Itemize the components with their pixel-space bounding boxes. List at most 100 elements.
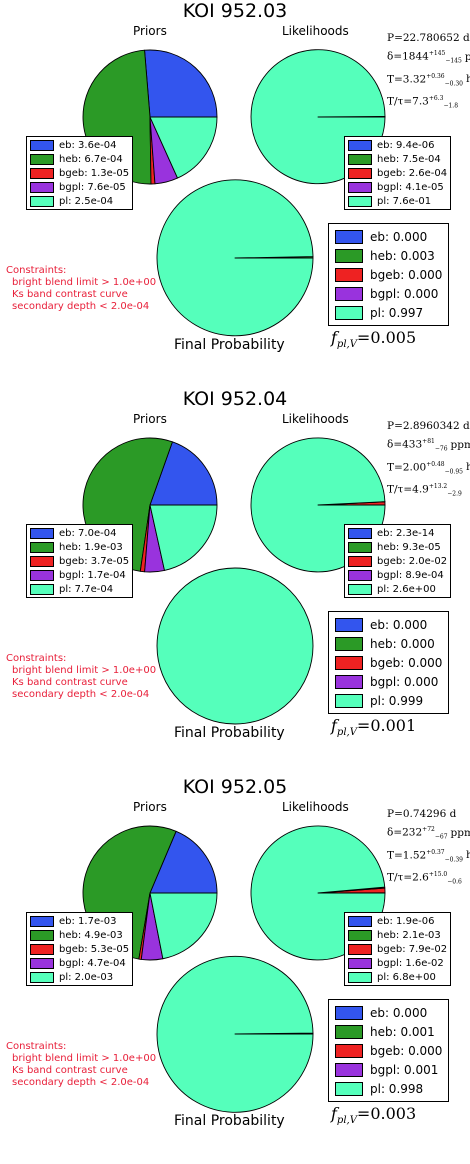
transit-parameters: P=0.74296 d δ=232+72−67 ppm T=1.52+0.37−0.3… <box>387 807 470 890</box>
legend-swatch-pl <box>348 971 372 983</box>
legend-swatch-eb <box>348 915 372 927</box>
legend-item-pl: pl: 2.5e-04 <box>30 194 129 208</box>
legend-swatch-bgpl <box>348 957 372 969</box>
legend-label-bgpl: bgpl: 8.9e-04 <box>377 569 444 581</box>
legend-label-pl: pl: 2.0e-03 <box>59 971 114 983</box>
parameter-line: δ=232+72−67 ppm <box>387 822 470 845</box>
transit-parameters: P=2.8960342 d δ=433+81−76 ppm T=2.00+0.48−0… <box>387 419 470 502</box>
fpl-subscript: pl,V <box>336 1115 357 1127</box>
shape-ratio-value: T/τ=2.6 <box>387 871 429 884</box>
fpl-symbol: f <box>331 1104 337 1123</box>
legend-item-bgpl: bgpl: 0.000 <box>335 672 442 691</box>
legend-swatch-heb <box>30 541 54 553</box>
shape-ratio-upper-error: +15.0 <box>428 871 448 879</box>
shape-ratio-value: T/τ=7.3 <box>387 95 429 108</box>
legend-swatch-bgpl <box>335 1062 363 1077</box>
legend-item-bgpl: bgpl: 1.6e-02 <box>348 956 447 970</box>
depth-upper-error: +81 <box>422 438 435 445</box>
legend-swatch-pl <box>335 305 363 320</box>
fpl-symbol: f <box>331 328 337 347</box>
constraints-note: Constraints: bright blend limit > 1.0e+00… <box>6 265 156 313</box>
legend-label-bgeb: bgeb: 0.000 <box>370 267 443 282</box>
constraints-heading: Constraints: <box>6 265 67 276</box>
likelihoods-label: Likelihoods <box>282 24 349 38</box>
likelihoods-label: Likelihoods <box>282 412 349 426</box>
legend-swatch-heb <box>335 1024 363 1039</box>
depth-upper-error: +145 <box>428 50 446 57</box>
final-slice-pl <box>156 955 314 1113</box>
legend-label-heb: heb: 9.3e-05 <box>377 541 441 553</box>
fpl-symbol: f <box>331 716 337 735</box>
panel-title: KOI 952.05 <box>182 776 288 798</box>
parameter-line: T=1.52+0.37−0.39 h <box>387 845 470 868</box>
fpl-value: fpl,V=0.001 <box>331 716 416 738</box>
legend-label-pl: pl: 7.7e-04 <box>59 583 114 595</box>
legend-label-heb: heb: 4.9e-03 <box>59 929 123 941</box>
legend-label-bgeb: bgeb: 2.0e-02 <box>377 555 448 567</box>
legend-label-bgeb: bgeb: 5.3e-05 <box>59 943 130 955</box>
legend-item-pl: pl: 2.6e+00 <box>348 582 447 596</box>
legend-swatch-bgeb <box>335 1043 363 1058</box>
legend-item-eb: eb: 7.0e-04 <box>30 526 129 540</box>
shape-ratio-value: T/τ=4.9 <box>387 483 429 496</box>
legend-swatch-eb <box>30 527 54 539</box>
legend-label-eb: eb: 1.9e-06 <box>377 915 435 927</box>
parameter-line: T/τ=2.6+15.0−0.6 <box>387 867 470 890</box>
legend-swatch-heb <box>348 929 372 941</box>
legend-item-heb: heb: 0.003 <box>335 246 442 265</box>
duration-upper-error: +0.36 <box>426 72 445 80</box>
legend-swatch-bgeb <box>348 943 372 955</box>
legend-swatch-bgpl <box>335 674 363 689</box>
legend-item-bgeb: bgeb: 2.6e-04 <box>348 166 447 180</box>
legend-item-bgpl: bgpl: 0.001 <box>335 1060 442 1079</box>
legend-item-bgpl: bgpl: 4.1e-05 <box>348 180 447 194</box>
legend-label-eb: eb: 2.3e-14 <box>377 527 435 539</box>
legend-item-pl: pl: 0.999 <box>335 691 442 710</box>
duration-unit: h <box>465 73 470 86</box>
duration-unit: h <box>465 849 470 862</box>
legend-item-heb: heb: 0.001 <box>335 1022 442 1041</box>
constraint-item: bright blend limit > 1.0e+00 <box>12 1053 157 1064</box>
legend-label-bgeb: bgeb: 0.000 <box>370 655 443 670</box>
legend-item-heb: heb: 0.000 <box>335 634 442 653</box>
duration-lower-error: −0.30 <box>444 80 463 88</box>
legend-label-heb: heb: 0.001 <box>370 1024 435 1039</box>
legend-swatch-heb <box>30 153 54 165</box>
fpl-subscript: pl,V <box>336 727 357 739</box>
legend-item-bgeb: bgeb: 5.3e-05 <box>30 942 129 956</box>
legend-label-eb: eb: 7.0e-04 <box>59 527 117 539</box>
legend-label-heb: heb: 7.5e-04 <box>377 153 441 165</box>
transit-parameters: P=22.780652 dδ=1844+145−145ppmT=3.32+0.3… <box>387 31 470 114</box>
legend-item-bgpl: bgpl: 0.000 <box>335 284 442 303</box>
panel-title: KOI 952.03 <box>182 0 288 22</box>
legend-item-pl: pl: 7.6e-01 <box>348 194 447 208</box>
legend-label-pl: pl: 0.998 <box>370 1081 424 1096</box>
likelihoods-legend: eb: 2.3e-14 heb: 9.3e-05 bgeb: 2.0e-02 bgpl… <box>344 524 452 598</box>
depth-lower-error: −145 <box>445 57 462 65</box>
legend-item-eb: eb: 1.9e-06 <box>348 914 447 928</box>
legend-swatch-pl <box>335 1081 363 1096</box>
legend-label-pl: pl: 0.997 <box>370 305 424 320</box>
depth-lower-error: −76 <box>434 445 448 453</box>
constraint-item: bright blend limit > 1.0e+00 <box>12 277 157 288</box>
priors-slice-eb <box>149 441 218 506</box>
parameter-line: T=2.00+0.48−0.95 h <box>387 457 470 480</box>
legend-swatch-bgeb <box>335 655 363 670</box>
constraints-heading: Constraints: <box>6 1041 67 1052</box>
likelihoods-legend: eb: 1.9e-06 heb: 2.1e-03 bgeb: 7.9e-02 bgpl… <box>344 912 452 986</box>
legend-swatch-bgpl <box>348 569 372 581</box>
duration-upper-error: +0.37 <box>426 848 445 856</box>
parameter-line: T/τ=7.3+6.3−1.8 <box>387 91 470 114</box>
legend-swatch-bgeb <box>348 555 372 567</box>
koi-panel: KOI 952.04 Priors Likelihoods Final Probabi… <box>0 388 470 776</box>
period-value: P=0.74296 d <box>387 808 457 820</box>
legend-swatch-pl <box>335 693 363 708</box>
depth-value: δ=433 <box>387 438 423 451</box>
legend-swatch-bgpl <box>335 286 363 301</box>
legend-item-heb: heb: 4.9e-03 <box>30 928 129 942</box>
priors-slice-eb <box>144 49 218 118</box>
legend-label-bgpl: bgpl: 0.000 <box>370 674 439 689</box>
constraints-heading: Constraints: <box>6 653 67 664</box>
legend-item-bgeb: bgeb: 1.3e-05 <box>30 166 129 180</box>
legend-item-eb: eb: 3.6e-04 <box>30 138 129 152</box>
